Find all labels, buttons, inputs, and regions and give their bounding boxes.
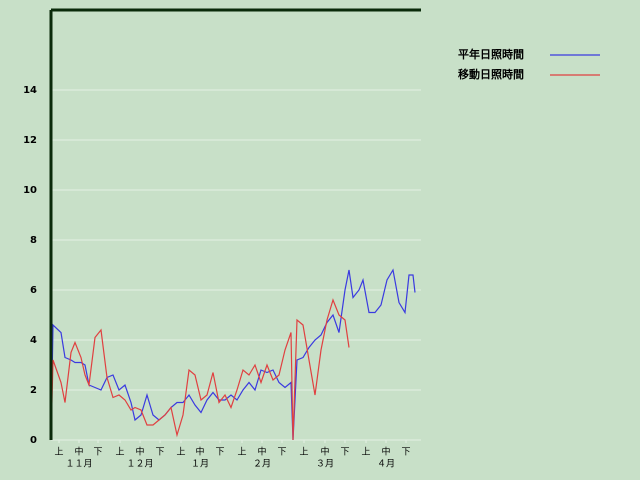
month-label: １月 [191,459,209,470]
y-tick-label: 8 [30,235,37,246]
month-label: ３月 [316,459,334,470]
y-tick-label: 14 [23,85,37,96]
x-tick-label: 下 [277,448,286,458]
x-tick-label: 下 [401,448,410,458]
y-tick-label: 2 [30,385,37,396]
month-label: ２月 [253,459,271,470]
y-tick-label: 6 [30,285,37,296]
x-tick-label: 中 [195,446,204,458]
x-tick-label: 中 [74,446,83,458]
x-tick-label: 上 [361,447,370,458]
x-tick-label: 上 [54,447,63,458]
y-tick-label: 4 [30,335,37,346]
y-tick-label: 12 [23,135,37,146]
series-line [50,298,350,441]
series-line [50,268,416,441]
legend-label: 移動日照時間 [458,67,524,81]
x-tick-label: 上 [115,447,124,458]
x-tick-label: 上 [176,447,185,458]
x-tick-label: 中 [257,446,266,458]
month-label: １２月 [126,459,153,470]
month-label: １１月 [65,459,92,470]
x-tick-label: 下 [155,448,164,458]
x-tick-label: 下 [93,448,102,458]
x-tick-label: 下 [340,448,349,458]
x-tick-label: 下 [215,448,224,458]
x-tick-label: 中 [381,446,390,458]
y-tick-label: 0 [30,435,37,446]
x-tick-label: 上 [299,447,308,458]
legend-label: 平年日照時間 [458,47,524,61]
x-tick-label: 上 [237,447,246,458]
y-tick-label: 10 [23,185,37,196]
x-tick-label: 中 [320,446,329,458]
x-tick-label: 中 [135,446,144,458]
month-label: ４月 [377,459,395,470]
